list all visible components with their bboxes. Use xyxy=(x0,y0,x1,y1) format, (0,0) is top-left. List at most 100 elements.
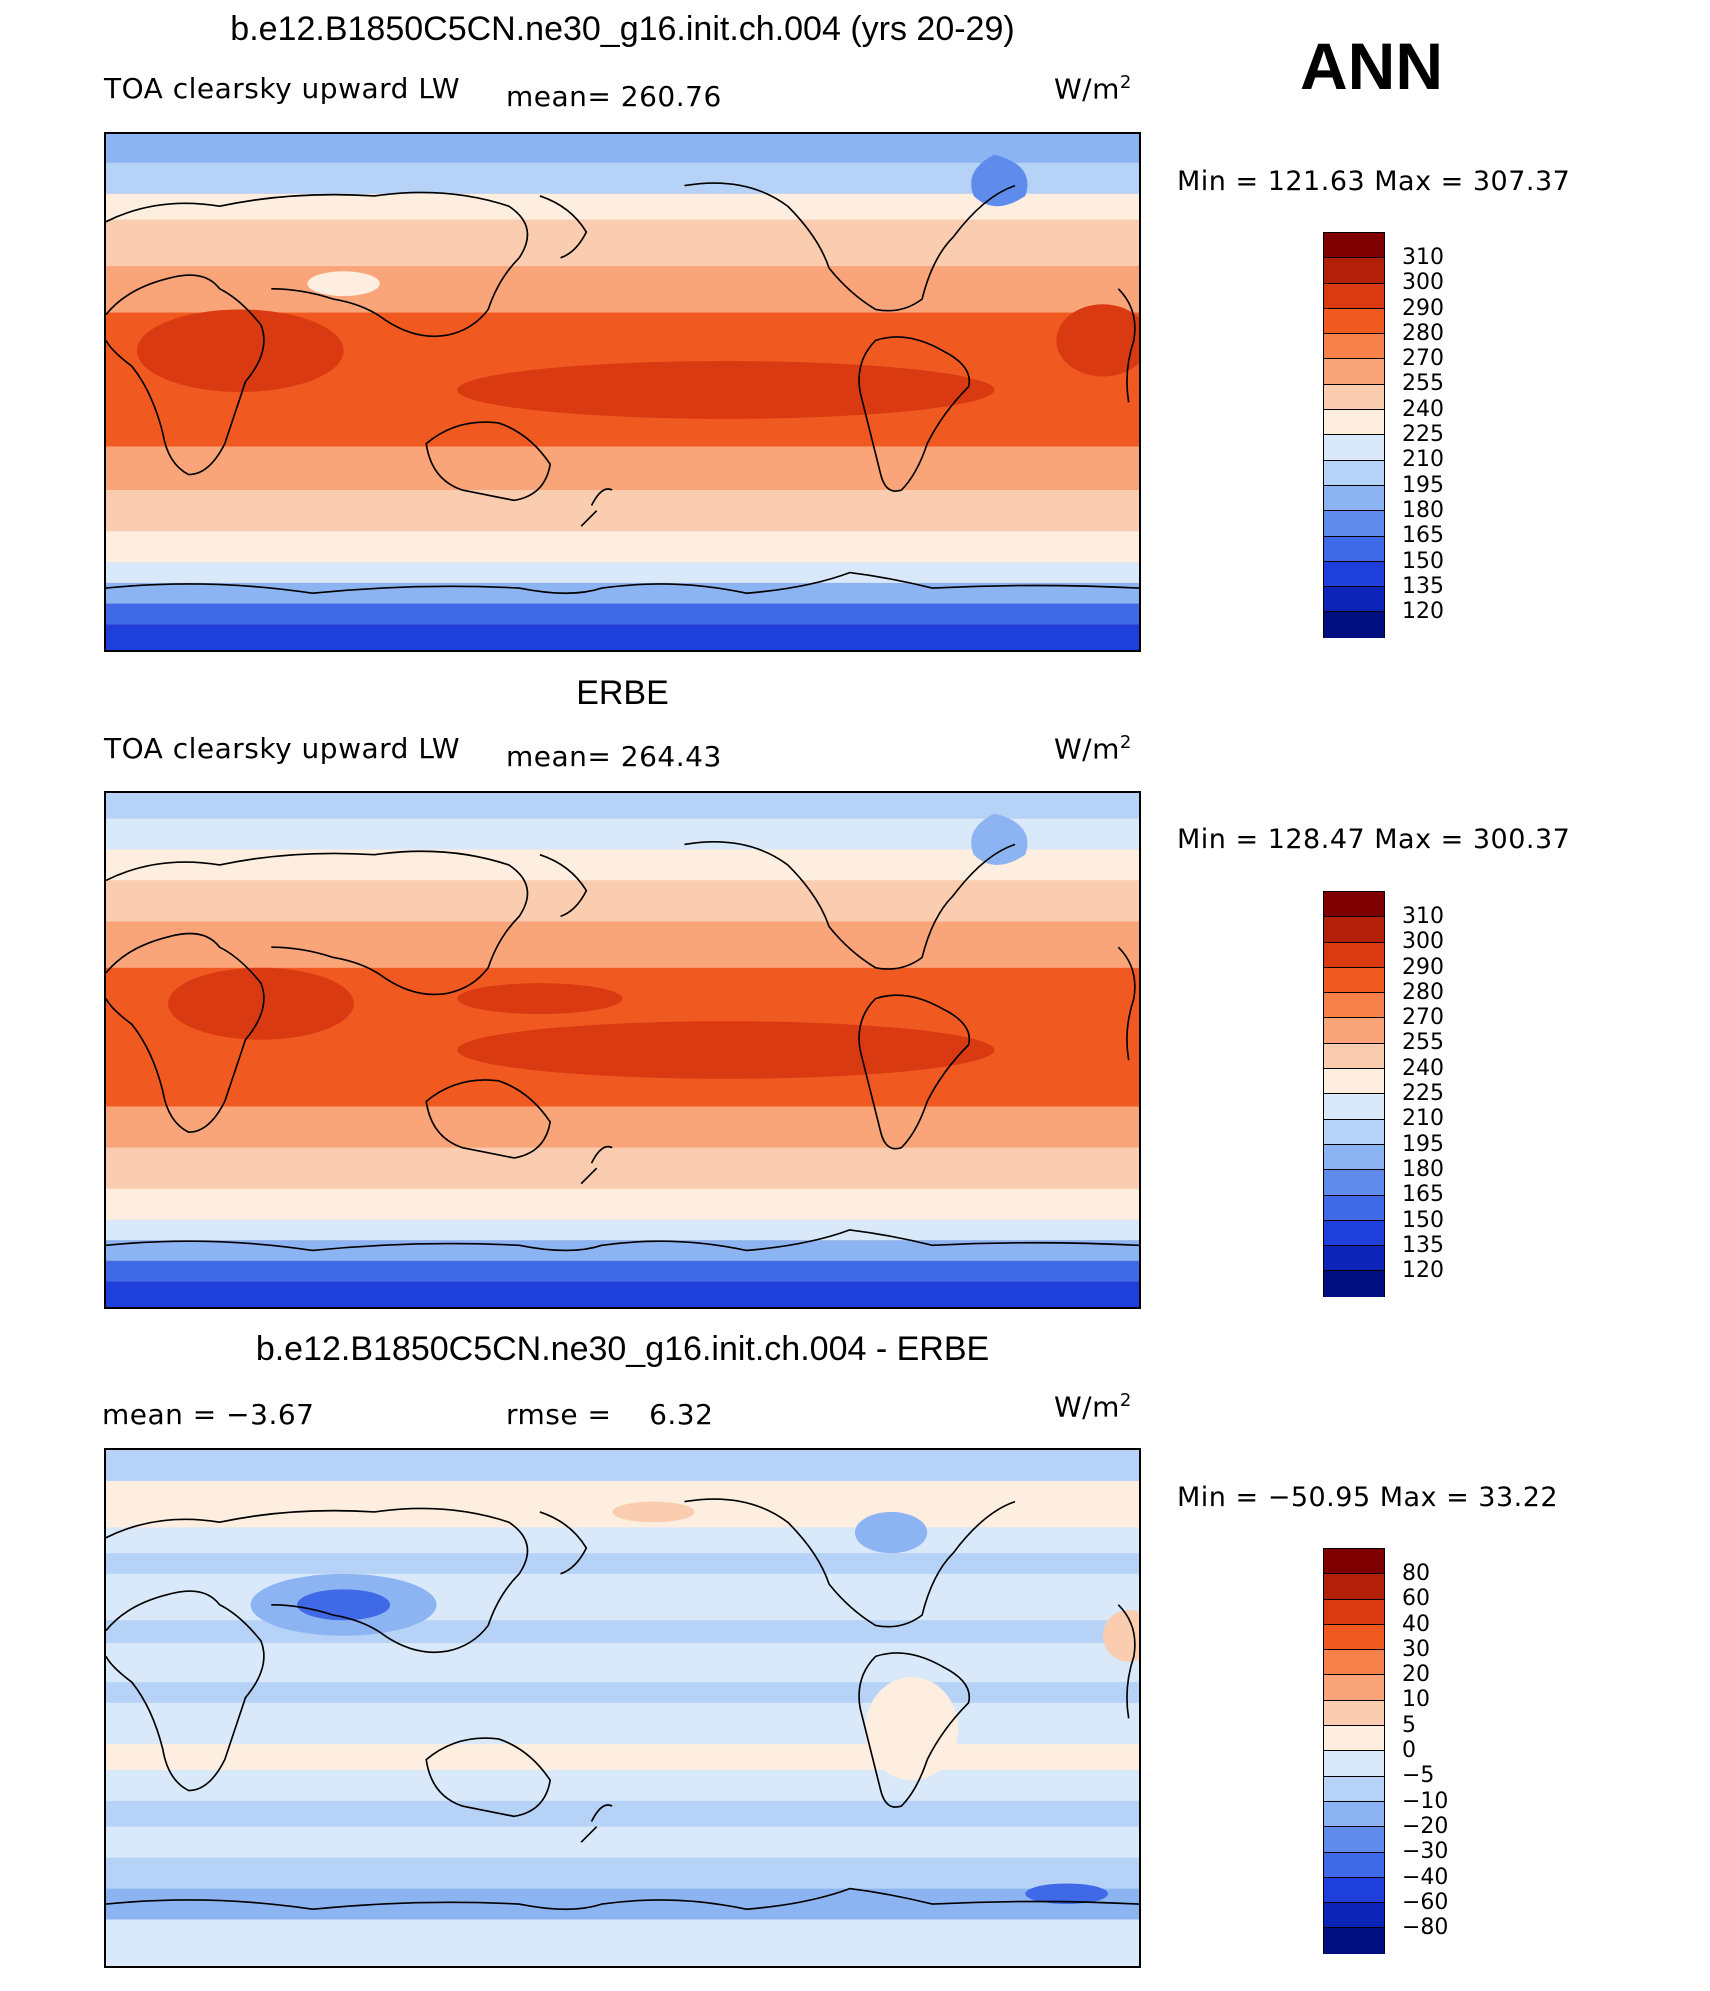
colorbar-segment xyxy=(1324,1246,1384,1272)
colorbar-segment xyxy=(1324,1170,1384,1196)
colorbar-label: 310 xyxy=(1402,245,1444,270)
colorbar-segment xyxy=(1324,1650,1384,1676)
colorbar-label: 270 xyxy=(1402,346,1444,372)
colorbar-segment xyxy=(1324,1827,1384,1853)
panel1-colorbar-labels: 310 300 290 280 270 255 240 225 210 195 180 165 150 1… xyxy=(1402,245,1444,624)
colorbar-segment xyxy=(1324,942,1384,968)
colorbar-segment xyxy=(1324,1700,1384,1727)
season-label: ANN xyxy=(1300,29,1443,103)
colorbar-label: 210 xyxy=(1402,1106,1444,1132)
colorbar-segment xyxy=(1324,612,1384,638)
colorbar-segment xyxy=(1324,892,1384,918)
colorbar-label: −20 xyxy=(1402,1813,1449,1839)
colorbar-segment xyxy=(1324,1220,1384,1247)
colorbar-label: 135 xyxy=(1402,573,1444,599)
colorbar-label: 210 xyxy=(1402,447,1444,473)
colorbar-segment xyxy=(1324,460,1384,486)
colorbar-segment xyxy=(1324,1801,1384,1828)
colorbar-segment xyxy=(1324,1094,1384,1120)
colorbar-segment xyxy=(1324,1069,1384,1095)
panel2-mean-value: 264.43 xyxy=(620,740,722,773)
colorbar-label: 165 xyxy=(1402,523,1444,549)
panel2-map-field xyxy=(106,793,1139,1307)
colorbar-segment xyxy=(1324,1018,1384,1044)
colorbar-label: 30 xyxy=(1402,1636,1430,1662)
panel1-title: b.e12.B1850C5CN.ne30_g16.init.ch.004 (yr… xyxy=(230,10,1015,48)
colorbar-segment xyxy=(1324,1751,1384,1777)
colorbar-segment xyxy=(1324,1195,1384,1221)
colorbar-segment xyxy=(1324,1776,1384,1802)
panel1-units: W/m2 xyxy=(1054,72,1132,106)
colorbar-segment xyxy=(1324,511,1384,537)
panel1-mean-value: 260.76 xyxy=(620,80,722,113)
panel1-map xyxy=(104,132,1141,652)
colorbar-segment xyxy=(1324,308,1384,335)
panel2-minmax: Min = 128.47 Max = 300.37 xyxy=(1177,824,1571,855)
colorbar-label: 300 xyxy=(1402,270,1444,296)
colorbar-label: 135 xyxy=(1402,1232,1444,1258)
panel3-map-field xyxy=(106,1450,1139,1966)
colorbar-segment xyxy=(1324,1877,1384,1904)
panel2-mean-label: mean= 264.43 xyxy=(506,740,722,773)
panel2-variable-label: TOA clearsky upward LW xyxy=(104,732,461,765)
colorbar-segment xyxy=(1324,1043,1384,1070)
colorbar-label: 80 xyxy=(1402,1561,1430,1586)
colorbar-segment xyxy=(1324,1675,1384,1701)
colorbar-label: 255 xyxy=(1402,1030,1444,1056)
colorbar-segment xyxy=(1324,1549,1384,1575)
colorbar-label: 180 xyxy=(1402,497,1444,523)
colorbar-label: 195 xyxy=(1402,472,1444,498)
colorbar-segment xyxy=(1324,1144,1384,1171)
colorbar-segment xyxy=(1324,1599,1384,1625)
colorbar-label: 0 xyxy=(1402,1738,1416,1764)
colorbar-label: 150 xyxy=(1402,1207,1444,1233)
colorbar-label: 60 xyxy=(1402,1586,1430,1612)
colorbar-segment xyxy=(1324,283,1384,309)
colorbar-label: 120 xyxy=(1402,599,1444,625)
colorbar-label: 165 xyxy=(1402,1182,1444,1208)
colorbar-segment xyxy=(1324,1119,1384,1145)
colorbar-label: 20 xyxy=(1402,1662,1430,1688)
colorbar-label: 290 xyxy=(1402,954,1444,980)
colorbar-segment xyxy=(1324,1624,1384,1651)
colorbar-label: −60 xyxy=(1402,1889,1449,1915)
colorbar-segment xyxy=(1324,485,1384,512)
colorbar-segment xyxy=(1324,1574,1384,1600)
colorbar-segment xyxy=(1324,967,1384,994)
panel3-colorbar xyxy=(1323,1548,1385,1954)
colorbar-segment xyxy=(1324,435,1384,461)
panel3-units: W/m2 xyxy=(1054,1390,1132,1424)
colorbar-label: −10 xyxy=(1402,1788,1449,1814)
colorbar-label: 5 xyxy=(1402,1712,1416,1738)
colorbar-segment xyxy=(1324,258,1384,284)
colorbar-segment xyxy=(1324,334,1384,360)
colorbar-segment xyxy=(1324,384,1384,411)
colorbar-segment xyxy=(1324,1271,1384,1297)
panel3-map xyxy=(104,1448,1141,1968)
colorbar-label: 120 xyxy=(1402,1258,1444,1284)
panel1-variable-label: TOA clearsky upward LW xyxy=(104,72,461,105)
colorbar-label: 280 xyxy=(1402,979,1444,1005)
panel2-map xyxy=(104,791,1141,1309)
panel3-rmse-value: 6.32 xyxy=(649,1398,714,1431)
colorbar-label: 270 xyxy=(1402,1005,1444,1031)
panel2-colorbar-labels: 310 300 290 280 270 255 240 225 210 195 180 165 150 1… xyxy=(1402,904,1444,1283)
colorbar-label: 255 xyxy=(1402,371,1444,397)
colorbar-label: 290 xyxy=(1402,295,1444,321)
colorbar-label: 225 xyxy=(1402,422,1444,448)
colorbar-label: 225 xyxy=(1402,1081,1444,1107)
colorbar-segment xyxy=(1324,1852,1384,1878)
panel2-units: W/m2 xyxy=(1054,732,1132,766)
panel2-colorbar xyxy=(1323,891,1385,1297)
colorbar-label: 180 xyxy=(1402,1156,1444,1182)
colorbar-label: 310 xyxy=(1402,904,1444,929)
colorbar-segment xyxy=(1324,1726,1384,1752)
colorbar-label: −30 xyxy=(1402,1839,1449,1865)
panel1-minmax: Min = 121.63 Max = 307.37 xyxy=(1177,166,1571,197)
colorbar-label: 150 xyxy=(1402,548,1444,574)
colorbar-label: 10 xyxy=(1402,1687,1430,1713)
colorbar-label: −5 xyxy=(1402,1763,1435,1789)
panel3-minmax: Min = −50.95 Max = 33.22 xyxy=(1177,1482,1559,1513)
panel1-mean-label: mean= 260.76 xyxy=(506,80,722,113)
colorbar-segment xyxy=(1324,561,1384,588)
